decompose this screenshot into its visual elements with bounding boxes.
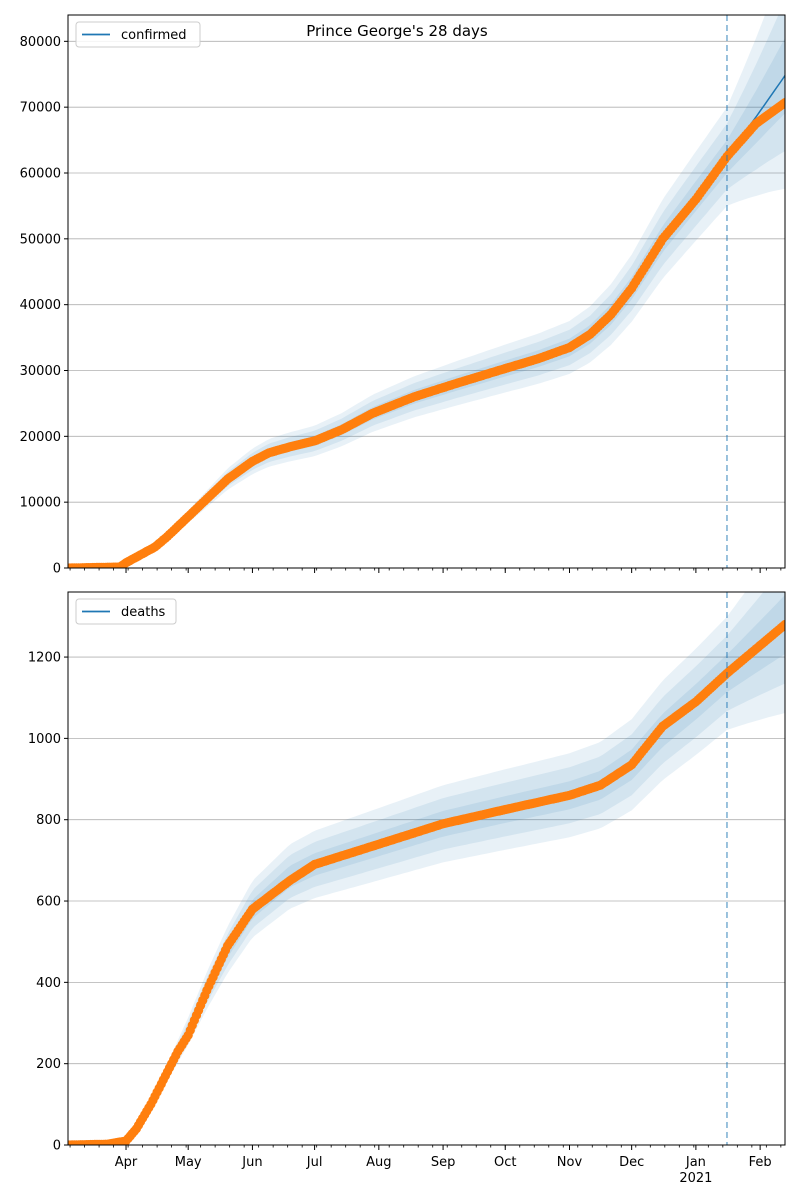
- x-tick-label: Nov: [557, 1155, 583, 1170]
- x-tick-label: Jul: [306, 1155, 323, 1170]
- x-tick-label: Sep: [431, 1155, 456, 1170]
- x-tick-label: Feb: [749, 1155, 772, 1170]
- y-tick-label: 70000: [20, 101, 61, 116]
- y-tick-label: 40000: [20, 298, 61, 313]
- y-tick-label: 0: [53, 562, 61, 577]
- y-tick-label: 800: [36, 813, 61, 828]
- x-tick-label: Jan: [685, 1155, 706, 1170]
- plot-area: [68, 15, 785, 568]
- y-tick-label: 1000: [28, 732, 61, 747]
- y-tick-label: 200: [36, 1057, 61, 1072]
- y-tick-label: 60000: [20, 167, 61, 182]
- x-tick-label: Dec: [619, 1155, 644, 1170]
- x-year-label: 2021: [679, 1171, 712, 1186]
- y-tick-label: 30000: [20, 364, 61, 379]
- deaths-panel: 0 200 400 600 800 1000 1200 Apr May Jun Jul Aug Sep O…: [28, 591, 786, 1186]
- x-tick-label: Aug: [366, 1155, 391, 1170]
- y-tick-label: 20000: [20, 430, 61, 445]
- confirmed-panel: 0 10000 20000 30000 40000 50000 60000 70000 8000…: [20, 14, 786, 577]
- x-tick-label: Oct: [494, 1155, 516, 1170]
- y-tick-label: 400: [36, 976, 61, 991]
- legend-label: confirmed: [121, 28, 187, 43]
- legend-label: deaths: [121, 605, 166, 620]
- axes-frame: [67, 591, 786, 1146]
- y-tick-label: 50000: [20, 232, 61, 247]
- y-tick-label: 600: [36, 895, 61, 910]
- x-tick-label: May: [175, 1155, 202, 1170]
- plot-area: [68, 592, 785, 1145]
- y-tick-label: 10000: [20, 496, 61, 511]
- uncertainty-band: [68, 15, 785, 568]
- uncertainty-band: [68, 592, 785, 1145]
- uncertainty-band: [68, 15, 785, 568]
- x-tick-label: Apr: [115, 1155, 138, 1170]
- y-tick-label: 80000: [20, 35, 61, 50]
- x-tick-label: Jun: [241, 1155, 262, 1170]
- figure-title: Prince George's 28 days: [306, 22, 488, 40]
- legend-box: [75, 598, 177, 625]
- observed-point: [780, 619, 785, 630]
- observed-point: [780, 98, 785, 108]
- y-tick-label: 0: [53, 1139, 61, 1154]
- legend-box: [75, 21, 201, 48]
- axes-frame: [67, 14, 786, 569]
- y-tick-label: 1200: [28, 651, 61, 666]
